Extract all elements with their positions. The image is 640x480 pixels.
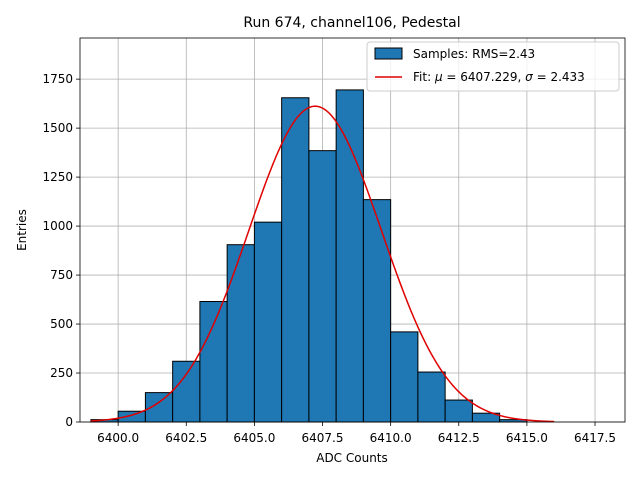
- legend-fit-prefix: Fit:: [413, 70, 435, 84]
- x-tick-label: 6402.5: [165, 431, 207, 445]
- histogram-bar: [172, 360, 201, 423]
- y-tick-label: 0: [65, 415, 73, 429]
- histogram-bar: [417, 371, 446, 423]
- y-tick-label: 1000: [42, 219, 73, 233]
- histogram-bar: [281, 97, 310, 423]
- histogram-bar: [226, 244, 255, 423]
- gaussian-fit-line: [90, 105, 555, 423]
- x-tick-label: 6407.5: [302, 431, 344, 445]
- legend-fit-mu-symbol: μ: [434, 70, 443, 84]
- histogram-bar: [253, 221, 283, 423]
- x-tick-label: 6410.0: [370, 431, 412, 445]
- histogram-bar: [117, 410, 146, 423]
- legend-label-fit: Fit: μ = 6407.229, σ = 2.433: [413, 70, 585, 84]
- y-axis-ticks: 0 250 500 750 1000 1250 1500 1750: [42, 72, 80, 429]
- legend-fit-sigma-symbol: σ: [525, 70, 533, 84]
- histogram-bar: [335, 89, 364, 423]
- y-tick-label: 1500: [42, 121, 73, 135]
- plot-frame: [79, 37, 626, 423]
- histogram-bar: [390, 331, 419, 423]
- histogram-bar: [362, 199, 392, 423]
- histogram-bar: [308, 150, 337, 423]
- chart-title: Run 674, channel106, Pedestal: [243, 15, 460, 31]
- x-tick-label: 6417.5: [574, 431, 616, 445]
- legend: Samples: RMS=2.43 Fit: μ = 6407.229, σ =…: [366, 41, 620, 92]
- x-tick-label: 6405.0: [233, 431, 275, 445]
- legend-fit-sigma-value: = 2.433: [533, 70, 585, 84]
- histogram-bar: [199, 301, 228, 423]
- legend-swatch-samples: [374, 47, 403, 60]
- x-tick-label: 6400.0: [97, 431, 139, 445]
- x-tick-label: 6412.5: [438, 431, 480, 445]
- x-axis-label: ADC Counts: [316, 451, 388, 465]
- x-tick-label: 6415.0: [506, 431, 548, 445]
- y-axis-label: Entries: [15, 209, 29, 251]
- legend-box: [366, 41, 620, 92]
- y-tick-label: 500: [50, 317, 73, 331]
- legend-fit-mu-value: = 6407.229,: [443, 70, 526, 84]
- legend-label-samples: Samples: RMS=2.43: [413, 47, 535, 61]
- histogram-bar: [444, 399, 473, 423]
- y-tick-label: 250: [50, 366, 73, 380]
- y-tick-label: 750: [50, 268, 73, 282]
- x-axis-ticks: 6400.0 6402.5 6405.0 6407.5 6410.0 6412.5 6415…: [97, 422, 616, 445]
- y-tick-label: 1250: [42, 170, 73, 184]
- y-tick-label: 1750: [42, 72, 73, 86]
